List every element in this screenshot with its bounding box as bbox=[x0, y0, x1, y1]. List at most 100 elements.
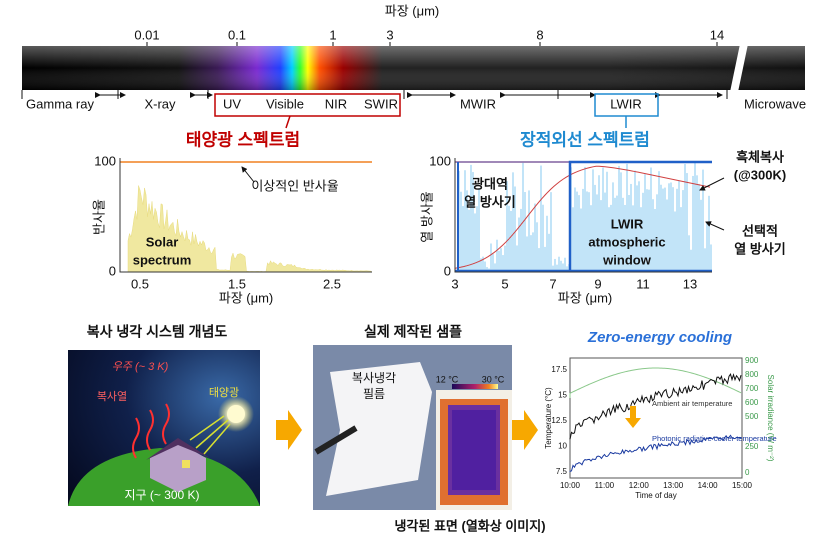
axes bbox=[119, 158, 372, 273]
label: 태양광 bbox=[209, 386, 239, 399]
annotation: window bbox=[602, 252, 652, 267]
band-label: Gamma ray bbox=[26, 96, 94, 111]
y-tick-label: 100 bbox=[429, 153, 451, 168]
cooler-line bbox=[569, 434, 742, 472]
y2-tick-label: 800 bbox=[745, 370, 759, 379]
band-label: Microwave bbox=[744, 96, 806, 111]
x-tick-label: 2.5 bbox=[323, 276, 341, 291]
band-label: X-ray bbox=[144, 96, 176, 111]
tick-label: 14 bbox=[710, 27, 724, 42]
x-label: 파장 (μm) bbox=[219, 290, 274, 305]
x-tick-label: 15:00 bbox=[732, 481, 753, 490]
tick-label: 3 bbox=[386, 27, 393, 42]
annotation: (@300K) bbox=[734, 167, 786, 182]
label: 우주 (~ 3 K) bbox=[112, 361, 169, 373]
band-label: NIR bbox=[325, 96, 347, 111]
band-label: LWIR bbox=[610, 96, 642, 111]
y-tick-label: 15 bbox=[558, 391, 567, 400]
ambient-line bbox=[569, 373, 742, 440]
plot-frame bbox=[569, 357, 743, 479]
x-tick-label: 0.5 bbox=[131, 276, 149, 291]
caption: 냉각된 표면 (열화상 이미지) bbox=[394, 518, 545, 533]
y-tick-label: 17.5 bbox=[551, 365, 567, 374]
x-tick-label: 10:00 bbox=[560, 481, 581, 490]
flow-arrow bbox=[276, 410, 302, 450]
y-tick-label: 10 bbox=[558, 442, 567, 451]
y-tick-label: 0 bbox=[109, 263, 116, 278]
annotation-arrow bbox=[705, 221, 725, 231]
x-label: Time of day bbox=[635, 491, 677, 500]
x-tick-label: 9 bbox=[594, 276, 601, 291]
y-tick-label: 12.5 bbox=[551, 416, 567, 425]
solar-box bbox=[214, 93, 401, 117]
band-label: UV bbox=[223, 96, 241, 111]
y-tick-label: 7.5 bbox=[556, 467, 568, 476]
band-label: MWIR bbox=[460, 96, 496, 111]
label: 필름 bbox=[363, 387, 385, 401]
y2-tick-label: 500 bbox=[745, 412, 759, 421]
y-label: 반사율 bbox=[91, 199, 106, 235]
annotation: 열 방사기 bbox=[734, 241, 785, 256]
legend-label: Ambient air temperature bbox=[652, 399, 732, 408]
down-arrow bbox=[625, 406, 641, 428]
axes bbox=[454, 158, 712, 273]
tick-label: 0.01 bbox=[134, 27, 159, 42]
x-tick-label: 11:00 bbox=[595, 481, 615, 490]
x-tick-label: 14:00 bbox=[698, 481, 719, 490]
flow-arrow bbox=[512, 410, 538, 450]
concept-image bbox=[68, 350, 260, 506]
solar-spectrum bbox=[127, 185, 373, 273]
x-tick-label: 3 bbox=[451, 276, 458, 291]
x-tick-label: 13:00 bbox=[663, 481, 684, 490]
y2-tick-label: 600 bbox=[745, 398, 759, 407]
x-tick-label: 12:00 bbox=[629, 481, 650, 490]
legend-label: Photonic radiative cooler temperature bbox=[652, 434, 777, 443]
annotation: LWIR bbox=[611, 216, 644, 231]
y-tick-label: 100 bbox=[94, 153, 116, 168]
y2-tick-label: 700 bbox=[745, 384, 759, 393]
y2-tick-label: 900 bbox=[745, 356, 759, 365]
label: 복사냉각 bbox=[352, 371, 396, 385]
label: 지구 (~ 300 K) bbox=[124, 488, 199, 502]
section-title: Zero-energy cooling bbox=[587, 329, 732, 346]
selective-box bbox=[455, 160, 712, 273]
annotation: 이상적인 반사율 bbox=[251, 178, 338, 193]
y-label: 열 방사율 bbox=[419, 191, 434, 242]
planck-curve bbox=[454, 165, 711, 272]
annotation-arrow bbox=[699, 177, 725, 191]
scale-label: 12 °C bbox=[436, 374, 459, 384]
x-tick-label: 1.5 bbox=[228, 276, 246, 291]
annotation: 광대역 bbox=[472, 176, 508, 191]
x-tick-label: 11 bbox=[636, 276, 650, 291]
y-label: Temperature (°C) bbox=[544, 387, 553, 449]
y2-label: Solar irradiance (W m⁻²) bbox=[766, 375, 775, 462]
annotation: 선택적 bbox=[742, 223, 778, 238]
annotation: 열 방사기 bbox=[464, 194, 515, 209]
annotation-arrow bbox=[241, 166, 255, 183]
section-title: 실제 제작된 샘플 bbox=[364, 324, 462, 340]
tick-label: 0.1 bbox=[228, 27, 246, 42]
panel-title: 태양광 스펙트럼 bbox=[186, 130, 300, 149]
tick-label: 8 bbox=[536, 27, 543, 42]
label: 복사열 bbox=[97, 390, 127, 403]
pointer bbox=[285, 115, 291, 129]
annotation: 흑체복사 bbox=[736, 149, 784, 164]
axis-label: 파장 (μm) bbox=[385, 3, 440, 18]
x-label: 파장 (μm) bbox=[558, 290, 613, 305]
annotation: atmospheric bbox=[588, 234, 665, 249]
panel-title: 장적외선 스펙트럼 bbox=[520, 130, 650, 149]
x-tick-label: 13 bbox=[683, 276, 697, 291]
y2-tick-label: 0 bbox=[745, 468, 750, 477]
band-label: SWIR bbox=[364, 96, 398, 111]
band-label: Visible bbox=[266, 96, 304, 111]
sample-photo bbox=[313, 345, 512, 510]
label: spectrum bbox=[133, 252, 192, 267]
bar-shade bbox=[22, 46, 805, 90]
section-title: 복사 냉각 시스템 개념도 bbox=[87, 324, 228, 340]
y-tick-label: 0 bbox=[444, 263, 451, 278]
label: Solar bbox=[146, 234, 179, 249]
axis-break bbox=[730, 44, 748, 92]
tick-label: 1 bbox=[329, 27, 336, 42]
y2-tick-label: 250 bbox=[745, 442, 759, 451]
x-tick-label: 7 bbox=[549, 276, 556, 291]
